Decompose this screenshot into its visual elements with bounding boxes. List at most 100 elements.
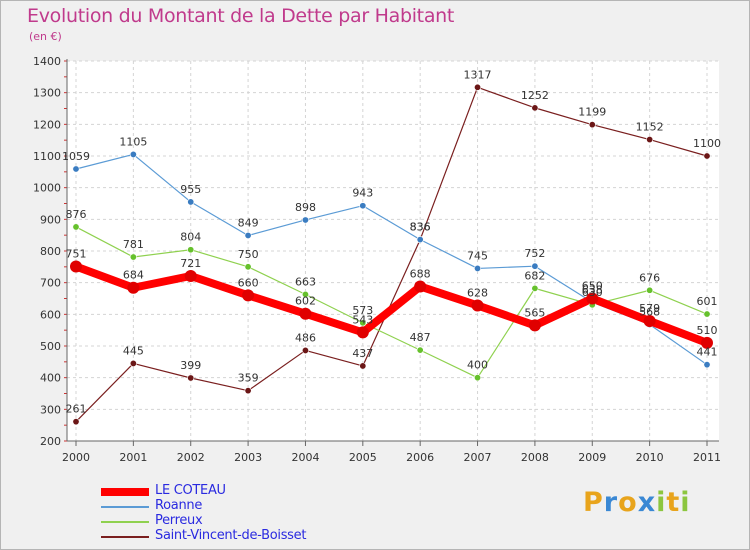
data-label: 630 [582, 286, 603, 299]
data-point [588, 121, 596, 129]
y-tick-label: 1100 [33, 150, 61, 163]
data-point [244, 263, 252, 271]
data-label: 638 [582, 283, 603, 296]
data-label: 752 [524, 247, 545, 260]
data-point [646, 136, 654, 144]
data-point [72, 418, 80, 426]
legend-label-roanne: Roanne [155, 498, 203, 513]
data-point [703, 361, 711, 369]
legend-label-le-coteau: LE COTEAU [155, 483, 226, 498]
legend-swatch-saint-vincent-de-boisset [101, 536, 149, 538]
data-point [244, 387, 252, 395]
data-point [359, 202, 367, 210]
data-point [359, 319, 367, 327]
y-tick-label: 600 [40, 308, 61, 321]
data-point [70, 260, 82, 273]
legend-item-saint-vincent-de-boisset: Saint-Vincent-de-Boisset [101, 528, 361, 545]
data-point [187, 198, 195, 206]
legend-swatch-le-coteau [101, 488, 149, 496]
legend-label-saint-vincent-de-boisset: Saint-Vincent-de-Boisset [155, 528, 307, 543]
unit-label: (en €) [29, 30, 62, 43]
data-label: 573 [352, 304, 373, 317]
data-label: 1100 [693, 137, 721, 150]
x-tick-label: 2003 [234, 451, 262, 464]
data-label: 568 [639, 305, 660, 318]
data-label: 628 [467, 286, 488, 299]
logo-letter: i [656, 487, 667, 518]
series-line-saint-vincent-de-boisset [75, 86, 708, 423]
data-label: 751 [66, 248, 87, 261]
data-point [301, 290, 309, 298]
proxiti-logo: Proxiti [583, 487, 691, 518]
data-label: 1199 [578, 106, 606, 119]
data-label: 486 [295, 331, 316, 344]
data-label: 1252 [521, 89, 549, 102]
data-label: 804 [180, 231, 201, 244]
data-label: 579 [639, 302, 660, 315]
y-tick-label: 700 [40, 277, 61, 290]
data-label: 261 [66, 403, 87, 416]
data-label: 849 [238, 216, 259, 229]
logo-letter: o [618, 487, 638, 518]
data-point [127, 281, 140, 294]
data-label: 602 [295, 295, 316, 308]
data-label: 1105 [119, 135, 147, 148]
data-point [471, 299, 484, 312]
data-label: 721 [180, 257, 201, 270]
data-label: 437 [352, 347, 373, 360]
data-label: 359 [238, 372, 259, 385]
data-label: 400 [467, 359, 488, 372]
legend-swatch-perreux [101, 521, 149, 523]
data-point [701, 336, 713, 349]
data-point [359, 362, 367, 370]
data-point [474, 374, 482, 382]
legend-label-perreux: Perreux [155, 513, 203, 528]
data-point [184, 270, 197, 283]
data-point [187, 246, 195, 254]
logo-letter: x [637, 487, 657, 518]
data-point [72, 223, 80, 231]
x-tick-label: 2000 [62, 451, 90, 464]
data-point [299, 307, 312, 320]
data-label: 543 [352, 313, 373, 326]
data-label: 682 [524, 269, 545, 282]
y-tick-label: 1000 [33, 182, 61, 195]
legend-item-le-coteau: LE COTEAU [101, 483, 361, 500]
data-point [301, 216, 309, 224]
data-label: 510 [697, 324, 718, 337]
chart-title: Evolution du Montant de la Dette par Hab… [27, 5, 455, 27]
x-tick-label: 2010 [636, 451, 664, 464]
data-point [531, 262, 539, 270]
y-tick-label: 1300 [33, 87, 61, 100]
y-tick-label: 500 [40, 340, 61, 353]
data-label: 836 [410, 221, 431, 234]
data-point [703, 152, 711, 160]
data-point [414, 280, 427, 293]
y-tick-label: 300 [40, 403, 61, 416]
data-label: 1317 [464, 68, 492, 81]
legend-item-perreux: Perreux [101, 513, 361, 530]
data-label: 898 [295, 201, 316, 214]
data-label: 601 [697, 295, 718, 308]
data-label: 399 [180, 359, 201, 372]
data-label: 876 [66, 208, 87, 221]
y-tick-label: 200 [40, 435, 61, 448]
data-label: 745 [467, 249, 488, 262]
y-tick-label: 400 [40, 372, 61, 385]
x-tick-label: 2011 [693, 451, 721, 464]
data-point [474, 264, 482, 272]
logo-letter: t [666, 487, 681, 518]
y-tick-label: 1200 [33, 118, 61, 131]
data-label: 1152 [636, 121, 664, 134]
x-tick-label: 2004 [291, 451, 319, 464]
logo-letter: i [680, 487, 691, 518]
data-point [531, 104, 539, 112]
data-point [356, 326, 369, 339]
data-label: 650 [582, 280, 603, 293]
data-point [643, 314, 656, 327]
data-point [416, 236, 424, 244]
data-point [129, 253, 137, 261]
data-label: 955 [180, 183, 201, 196]
data-point [242, 289, 255, 302]
